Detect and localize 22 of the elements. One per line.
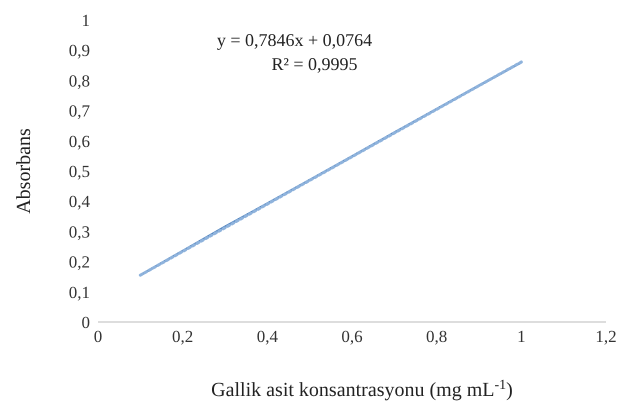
x-tick-label: 0 <box>94 327 102 346</box>
x-tick-label: 0,8 <box>426 327 448 346</box>
annotation: y = 0,7846x + 0,0764 <box>216 30 372 50</box>
y-axis-title: Absorbans <box>13 128 35 214</box>
y-tick-label: 0,2 <box>68 252 90 272</box>
y-tick-label: 0 <box>82 313 90 332</box>
y-tick-label: 0,5 <box>68 162 90 182</box>
y-tick-label: 0,4 <box>68 192 90 212</box>
y-tick-label: 0,8 <box>68 71 90 90</box>
y-tick-label: 0,3 <box>68 222 90 242</box>
y-tick-label: 1 <box>82 11 90 30</box>
y-tick-label: 0,7 <box>68 102 90 121</box>
y-tick-label: 0,9 <box>68 41 90 60</box>
x-tick-label: 0,4 <box>256 327 278 346</box>
x-tick-label: 1,2 <box>595 327 617 346</box>
y-tick-label: 0,6 <box>68 132 90 151</box>
y-tick-label: 0,1 <box>68 282 90 302</box>
x-tick-label: 0,6 <box>341 327 363 346</box>
x-tick-label: 0,2 <box>172 327 194 346</box>
x-tick-label: 1 <box>517 327 526 346</box>
annotation: R² = 0,9995 <box>271 54 358 74</box>
x-axis-title: Gallik asit konsantrasyonu (mg mL$^{-1}$) <box>211 378 513 401</box>
